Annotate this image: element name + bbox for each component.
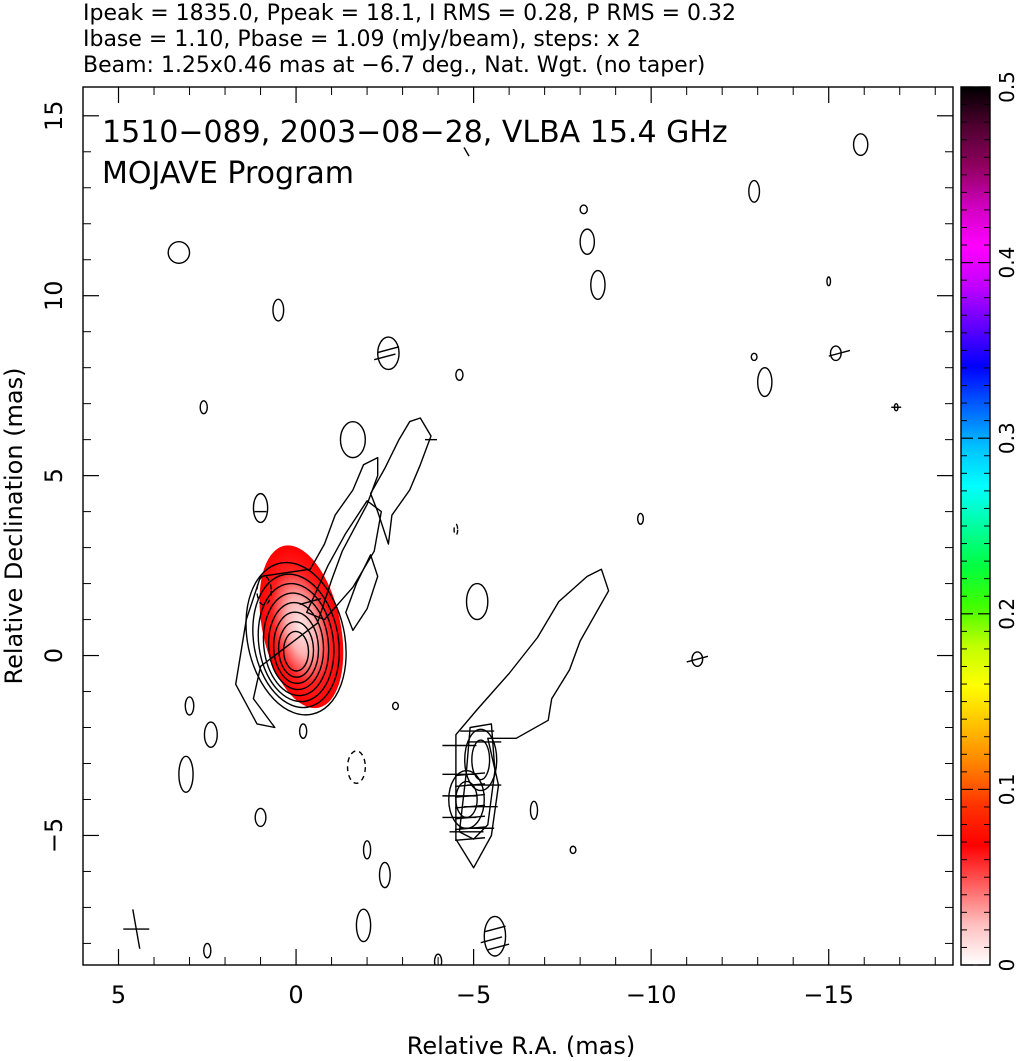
negative-contour-island: [256, 575, 272, 606]
noise-contour-island: [203, 942, 212, 959]
noise-contour-island: [254, 807, 267, 828]
noise-contour-island: [355, 908, 372, 943]
noise-contour-island: [167, 241, 191, 265]
noise-contour-island: [272, 298, 285, 322]
southern-knot-contour: [464, 728, 498, 792]
noise-contour-island: [465, 582, 489, 621]
core-contour: [245, 561, 347, 716]
polarization-vector: [455, 783, 486, 788]
noise-contour-island: [377, 336, 400, 371]
negative-contour-island: [346, 750, 367, 784]
noise-contour-island: [636, 512, 645, 525]
noise-contour-island: [852, 133, 869, 157]
noise-contour-island: [339, 420, 367, 459]
colorbar-tick-label: 0.1: [995, 773, 1019, 805]
noise-contour-island: [203, 721, 218, 748]
polarization-vector: [299, 598, 322, 606]
y-tick-label: 10: [40, 280, 68, 311]
southern-jet-mid-contour: [458, 723, 496, 840]
x-tick-label: 5: [111, 981, 126, 1009]
polarization-vector: [455, 793, 486, 798]
colorbar-tick-label: 0.5: [995, 71, 1019, 103]
southern-knot-contour: [471, 739, 491, 781]
y-tick-label: 5: [40, 468, 68, 483]
colorbar-tick-label: 0.4: [995, 247, 1019, 279]
noise-contour-island: [184, 696, 195, 716]
noise-contour-island: [826, 276, 832, 287]
polarization-vector: [480, 936, 503, 944]
noise-contour-island: [298, 723, 308, 740]
noise-contour-island: [590, 269, 606, 301]
noise-contour-island: [483, 915, 507, 957]
x-axis-label: Relative R.A. (mas): [407, 1032, 635, 1060]
polarization-vector: [686, 655, 709, 663]
noise-contour-island: [433, 953, 443, 965]
plot-frame: [82, 86, 954, 966]
core-contour: [267, 601, 325, 691]
chart-subtitle: MOJAVE Program: [102, 156, 354, 191]
x-tick-label: −10: [626, 981, 677, 1009]
x-tick-label: −5: [456, 981, 491, 1009]
polarization-vector: [132, 909, 141, 949]
y-tick-label: −5: [40, 818, 68, 853]
polarization-vector: [484, 925, 506, 933]
jet-inner-contour: [345, 554, 379, 632]
core-contour: [252, 573, 340, 709]
colorbar: 0 0.1 0.2 0.3 0.4 0.5: [960, 71, 1019, 972]
noise-contour-island: [378, 861, 391, 889]
noise-contour-island: [178, 755, 194, 793]
core-contour: [257, 582, 335, 703]
noise-contour-island: [252, 492, 269, 524]
noise-contour-island: [748, 179, 761, 203]
y-tick-label: 0: [40, 648, 68, 663]
core-contour: [272, 611, 320, 685]
core-contour: [262, 592, 330, 697]
southern-jet-outer-contour: [455, 568, 610, 869]
polarization-vector: [463, 147, 470, 157]
polarization-vector: [455, 772, 486, 777]
noise-contour-island: [756, 366, 773, 398]
header-line-3: Beam: 1.25x0.46 mas at −6.7 deg., Nat. W…: [83, 53, 705, 78]
jet-outer-contour: [235, 456, 379, 729]
core-contour: [277, 621, 315, 678]
plot-area: 5 0 −5 −10 −15 −5 0 5 10 15 1510−089, 2003−08−28…: [40, 86, 954, 1009]
southern-knot-contour: [448, 769, 485, 829]
noise-contour-island: [529, 800, 539, 820]
polarization-vector: [374, 353, 396, 361]
jet-extension-contour: [369, 417, 432, 545]
polarization-vector: [455, 804, 486, 809]
colorbar-tick-label: 0.3: [995, 422, 1019, 454]
noise-contour-island: [579, 228, 596, 256]
negative-contour-island: [453, 523, 459, 536]
colorbar-tick-label: 0: [995, 959, 1019, 972]
x-tick-label: −15: [803, 981, 854, 1009]
polarization-vector: [455, 826, 486, 831]
noise-contour-island: [579, 204, 588, 215]
noise-contour-island: [362, 840, 372, 860]
polarization-vector: [377, 346, 400, 354]
noise-contour-island: [569, 845, 577, 855]
header-line-1: Ipeak = 1835.0, Ppeak = 18.1, I RMS = 0.…: [83, 1, 736, 26]
header-line-2: Ibase = 1.10, Pbase = 1.09 (mJy/beam), s…: [83, 27, 641, 52]
polarization-vector: [487, 943, 510, 951]
y-tick-label: 15: [40, 101, 68, 132]
colorbar-tick-label: 0.2: [995, 598, 1019, 630]
noise-contour-island: [691, 651, 704, 668]
chart-title: 1510−089, 2003−08−28, VLBA 15.4 GHz: [102, 115, 728, 150]
x-tick-label: 0: [288, 981, 303, 1009]
noise-contour-island: [199, 400, 208, 415]
noise-contour-island: [391, 701, 400, 711]
polarization-vector: [455, 815, 486, 820]
polarization-vector: [828, 349, 851, 357]
southern-knot-contour: [455, 780, 478, 819]
noise-contour-island: [750, 352, 758, 362]
y-axis-label: Relative Declination (mas): [0, 367, 28, 684]
core-contour: [282, 630, 310, 672]
jet-mid-contour: [306, 500, 382, 621]
polarization-vector: [455, 837, 486, 842]
noise-contour-island: [455, 368, 464, 381]
